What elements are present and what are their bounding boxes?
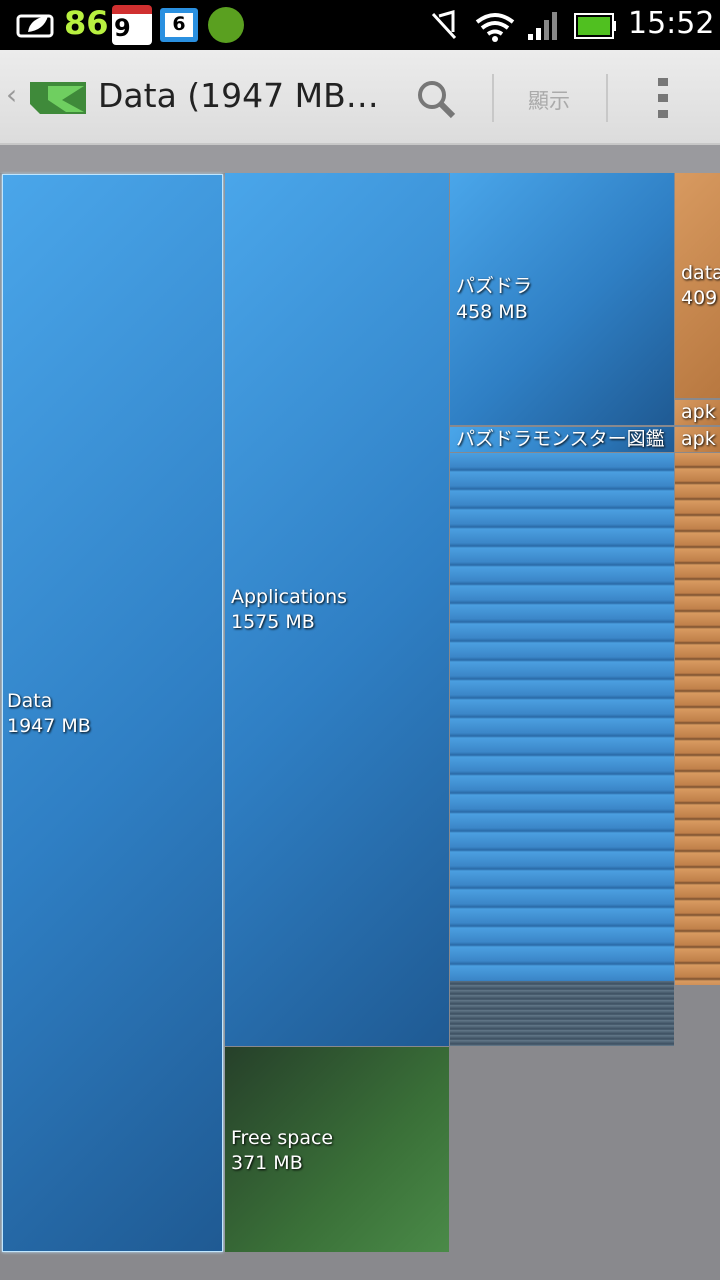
block-name: パズドラ bbox=[456, 275, 533, 297]
block-name: Free space bbox=[231, 1127, 334, 1149]
block-name: data bbox=[681, 262, 720, 284]
overflow-menu[interactable] bbox=[656, 76, 670, 120]
leaf-icon bbox=[16, 14, 54, 38]
status-icons bbox=[431, 10, 616, 42]
app-logo bbox=[30, 82, 86, 114]
block-name: Data bbox=[7, 690, 53, 712]
calendar-icon: 9 bbox=[112, 5, 152, 45]
treemap-block[interactable]: Data 1947 MB bbox=[2, 174, 223, 1252]
search-button[interactable] bbox=[415, 78, 459, 122]
block-name: apk bbox=[681, 401, 716, 423]
small-files bbox=[450, 453, 674, 981]
clock: 15:52 bbox=[628, 6, 715, 41]
treemap-block[interactable]: パズドラ 458 MB bbox=[450, 173, 674, 425]
block-name: Applications bbox=[231, 586, 348, 608]
counter: 86 bbox=[64, 4, 109, 42]
block-name: apk bbox=[681, 428, 716, 450]
block-size: 458 MB bbox=[456, 301, 528, 323]
notification-icon: 6 bbox=[160, 8, 198, 42]
block-size: 1575 MB bbox=[231, 611, 315, 633]
treemap-block[interactable]: apk bbox=[675, 400, 720, 425]
app-icon bbox=[208, 7, 244, 43]
header-strip bbox=[0, 145, 720, 173]
status-bar: 86 9 6 15:52 bbox=[0, 0, 720, 50]
divider bbox=[606, 74, 608, 122]
screen-title[interactable]: Data (1947 MB… bbox=[98, 76, 379, 115]
treemap-block[interactable]: apk bbox=[675, 427, 720, 452]
small-files bbox=[675, 453, 720, 985]
treemap-block[interactable]: data 409 bbox=[675, 173, 720, 398]
block-size: 1947 MB bbox=[7, 715, 91, 737]
treemap-block[interactable]: Free space 371 MB bbox=[225, 1047, 449, 1252]
calendar-day: 9 bbox=[114, 14, 131, 42]
action-bar: ‹ Data (1947 MB… 顯示 bbox=[0, 50, 720, 145]
treemap-block[interactable]: Applications 1575 MB bbox=[225, 173, 449, 1046]
block-name: パズドラモンスター図鑑 bbox=[456, 428, 665, 450]
back-chevron[interactable]: ‹ bbox=[6, 78, 18, 111]
block-size: 371 MB bbox=[231, 1152, 303, 1174]
notification-count: 6 bbox=[165, 13, 193, 37]
small-files bbox=[450, 981, 674, 1046]
divider bbox=[492, 74, 494, 122]
view-button[interactable]: 顯示 bbox=[528, 89, 570, 113]
treemap-block[interactable]: パズドラモンスター図鑑 bbox=[450, 427, 674, 452]
block-size: 409 bbox=[681, 287, 718, 309]
